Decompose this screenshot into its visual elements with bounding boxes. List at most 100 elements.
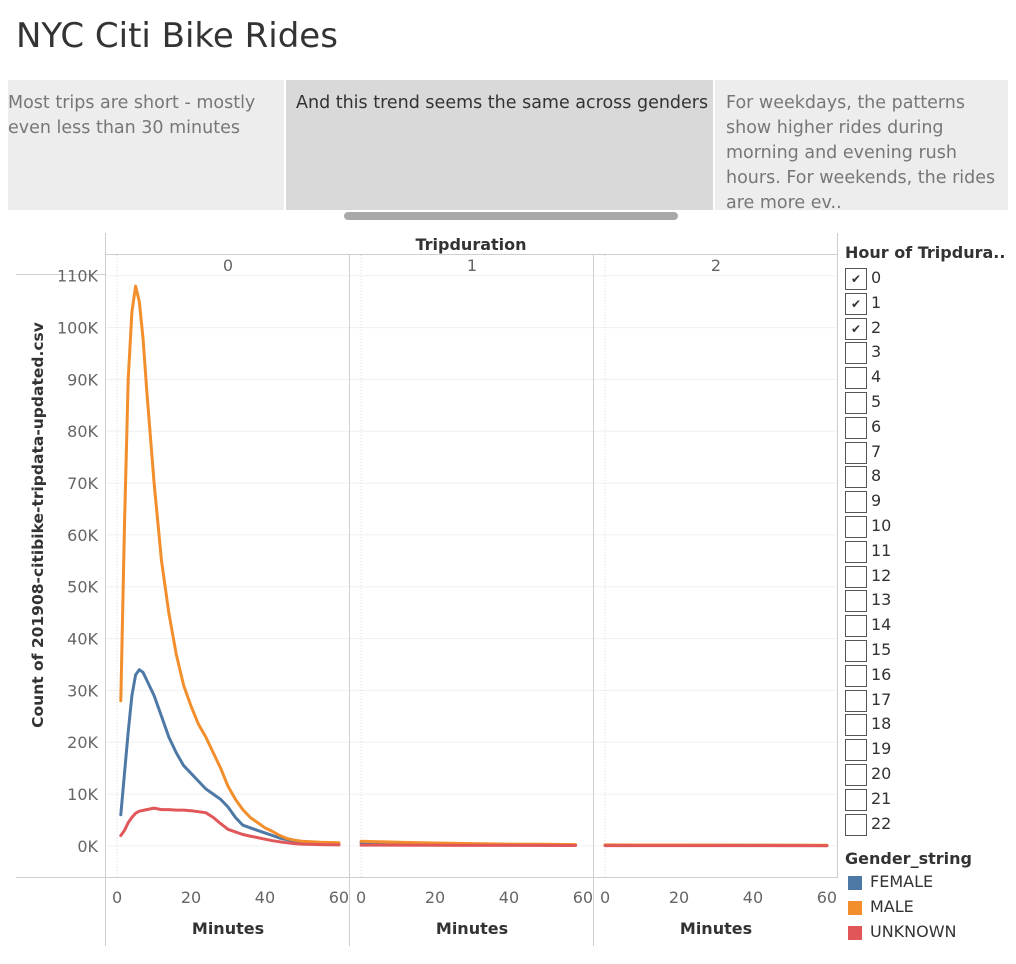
hour-filter-item-9[interactable]: 9	[845, 489, 1005, 514]
hour-filter-item-label: 1	[871, 292, 882, 312]
x-axis-title: Minutes	[192, 919, 264, 938]
x-tick-label: 0	[356, 888, 366, 907]
hour-filter-item-label: 9	[871, 491, 882, 511]
story-point-3[interactable]: For weekdays, the patterns show higher r…	[715, 80, 1008, 210]
legend-item-female[interactable]: FEMALE	[848, 871, 1008, 895]
checkbox-unchecked[interactable]	[845, 788, 867, 811]
hour-filter-item-7[interactable]: 7	[845, 440, 1005, 464]
checkbox-unchecked[interactable]	[845, 764, 867, 786]
checkbox-unchecked[interactable]	[845, 392, 867, 414]
checkbox-unchecked[interactable]	[845, 590, 867, 613]
hour-filter-item-1[interactable]: ✔ 1	[845, 291, 1005, 315]
hour-filter-item-label: 7	[871, 441, 882, 461]
hour-filter-item-label: 17	[871, 689, 892, 709]
hour-filter-item-22[interactable]: 22	[845, 812, 1005, 836]
hour-filter-item-label: 10	[871, 516, 892, 535]
hour-filter-item-label: 8	[871, 466, 882, 486]
hour-filter-item-label: 12	[871, 565, 892, 585]
x-tick-label: 40	[255, 888, 275, 907]
page-title: NYC Citi Bike Rides	[16, 16, 338, 56]
story-point-2-active[interactable]: And this trend seems the same across gen…	[286, 80, 713, 210]
hour-filter-item-4[interactable]: 4	[845, 365, 1005, 390]
hour-filter-item-label: 16	[871, 664, 892, 684]
hour-filter-item-12[interactable]: 12	[845, 564, 1005, 588]
panel-header-label: 0	[223, 256, 233, 275]
legend-swatch	[848, 901, 862, 915]
hour-filter-item-label: 4	[871, 367, 882, 387]
hour-filter-item-label: 13	[871, 590, 892, 610]
hour-filter-item-2[interactable]: ✔ 2	[845, 316, 1005, 340]
hour-filter-item-8[interactable]: 8	[845, 464, 1005, 489]
hour-filter-item-5[interactable]: 5	[845, 390, 1005, 414]
hour-filter-item-13[interactable]: 13	[845, 588, 1005, 613]
y-tick-label: 100K	[57, 319, 99, 338]
checkbox-unchecked[interactable]	[845, 540, 867, 563]
checkbox-unchecked[interactable]	[845, 615, 867, 638]
story-point-1[interactable]: Most trips are short - mostly even less …	[8, 80, 284, 210]
checkbox-unchecked[interactable]	[845, 689, 867, 712]
checkbox-unchecked[interactable]	[845, 565, 867, 588]
legend-swatch	[848, 926, 862, 940]
x-tick-label: 60	[329, 888, 349, 907]
hour-filter-item-21[interactable]: 21	[845, 787, 1005, 811]
y-tick-label: 40K	[67, 630, 98, 649]
hour-filter-title: Hour of Tripdura..	[845, 243, 1006, 262]
checkbox-unchecked[interactable]	[845, 491, 867, 514]
checkbox-unchecked[interactable]	[845, 466, 867, 489]
x-tick-label: 40	[743, 888, 763, 907]
y-tick-label: 110K	[57, 267, 99, 286]
hour-filter-item-10[interactable]: 10	[845, 514, 1005, 538]
checkbox-unchecked[interactable]	[845, 813, 867, 836]
hour-filter-item-15[interactable]: 15	[845, 638, 1005, 662]
hour-filter-item-label: 20	[871, 764, 892, 783]
checkbox-unchecked[interactable]	[845, 342, 867, 365]
series-line-female-panel-0	[119, 668, 341, 847]
panel-header-label: 2	[711, 256, 721, 275]
story-scrollbar[interactable]	[344, 212, 678, 220]
hour-filter-item-14[interactable]: 14	[845, 613, 1005, 638]
checkbox-unchecked[interactable]	[845, 640, 867, 662]
x-tick-label: 20	[425, 888, 445, 907]
hour-filter-item-17[interactable]: 17	[845, 688, 1005, 712]
hour-filter-item-20[interactable]: 20	[845, 762, 1005, 786]
checkbox-unchecked[interactable]	[845, 416, 867, 439]
checkbox-unchecked[interactable]	[845, 714, 867, 737]
legend-item-male[interactable]: MALE	[848, 896, 1008, 920]
hour-filter-item-18[interactable]: 18	[845, 712, 1005, 737]
story-navigator: Most trips are short - mostly even less …	[8, 80, 1008, 210]
y-axis-title: Count of 201908-citibike-tripdata-update…	[29, 322, 47, 728]
hour-filter-item-16[interactable]: 16	[845, 663, 1005, 687]
series-line-unknown-panel-0	[119, 806, 341, 847]
hour-filter-item-19[interactable]: 19	[845, 737, 1005, 762]
legend-item-unknown[interactable]: UNKNOWN	[848, 921, 1008, 945]
checkbox-checked[interactable]: ✔	[845, 268, 867, 290]
hour-filter-item-11[interactable]: 11	[845, 539, 1005, 563]
checkbox-unchecked[interactable]	[845, 441, 867, 464]
y-tick-label: 0K	[77, 837, 98, 856]
hour-filter-item-6[interactable]: 6	[845, 415, 1005, 439]
y-tick-label: 60K	[67, 526, 98, 545]
panel-header-label: 1	[467, 256, 477, 275]
x-tick-label: 0	[600, 888, 610, 907]
legend-label: FEMALE	[870, 872, 934, 891]
checkbox-unchecked[interactable]	[845, 516, 867, 538]
hour-filter-item-label: 22	[871, 813, 892, 833]
checkbox-unchecked[interactable]	[845, 367, 867, 390]
hour-filter-item-label: 15	[871, 640, 892, 659]
column-header-title: Tripduration	[415, 235, 526, 254]
checkbox-unchecked[interactable]	[845, 664, 867, 687]
hour-filter-item-0[interactable]: ✔ 0	[845, 266, 1005, 290]
legend-swatch	[848, 876, 862, 890]
hour-filter-item-label: 11	[871, 540, 892, 560]
x-tick-label: 60	[817, 888, 837, 907]
checkbox-checked[interactable]: ✔	[845, 292, 867, 315]
checkbox-checked[interactable]: ✔	[845, 317, 867, 340]
hour-filter-item-label: 19	[871, 739, 892, 759]
x-axis-title: Minutes	[436, 919, 508, 938]
checkbox-unchecked[interactable]	[845, 739, 867, 762]
y-tick-label: 20K	[67, 733, 98, 752]
hour-filter-item-3[interactable]: 3	[845, 340, 1005, 365]
x-tick-label: 20	[181, 888, 201, 907]
y-tick-label: 30K	[67, 681, 98, 700]
